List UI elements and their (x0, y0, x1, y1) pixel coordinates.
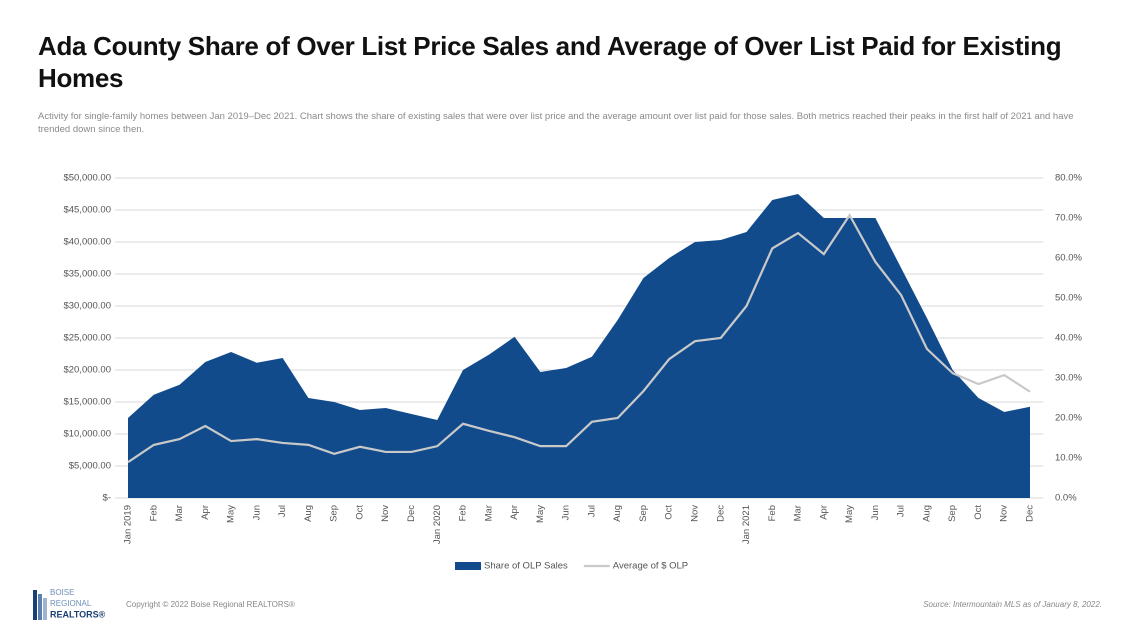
legend-label: Average of $ OLP (613, 561, 688, 572)
x-tick-label: Aug (921, 505, 932, 522)
x-tick-label: Nov (999, 505, 1010, 522)
x-tick-label: Sep (638, 505, 649, 522)
y-tick-label: $15,000.00 (63, 397, 111, 408)
x-tick-label: May (844, 505, 855, 523)
x-tick-label: Apr (200, 505, 211, 520)
logo-text: REGIONAL (50, 599, 92, 608)
x-tick-label: Dec (406, 505, 417, 522)
logo-text: REALTORS® (50, 609, 106, 619)
copyright: Copyright © 2022 Boise Regional REALTORS… (126, 600, 295, 609)
x-tick-label: Feb (148, 505, 159, 521)
x-tick-label: May (535, 505, 546, 523)
x-tick-label: Oct (973, 505, 984, 520)
x-tick-label: Dec (715, 505, 726, 522)
source: Source: Intermountain MLS as of January … (923, 600, 1102, 609)
x-tick-label: May (226, 505, 237, 523)
x-tick-label: Apr (818, 505, 829, 520)
y2-tick-label: 0.0% (1055, 493, 1077, 504)
x-tick-label: Mar (483, 505, 494, 521)
x-tick-label: Jan 2020 (432, 505, 443, 544)
y2-tick-label: 60.0% (1055, 253, 1082, 264)
x-tick-label: Oct (354, 505, 365, 520)
x-tick-label: Jun (251, 505, 262, 520)
x-tick-label: Mar (174, 505, 185, 521)
y-tick-label: $45,000.00 (63, 205, 111, 216)
chart-title: Ada County Share of Over List Price Sale… (38, 31, 1062, 93)
x-tick-label: Sep (329, 505, 340, 522)
x-tick-label: Feb (767, 505, 778, 521)
x-tick-label: Jul (586, 505, 597, 517)
y-tick-label: $30,000.00 (63, 301, 111, 312)
y-tick-label: $5,000.00 (69, 461, 111, 472)
y2-tick-label: 50.0% (1055, 293, 1082, 304)
x-tick-label: Jun (561, 505, 572, 520)
x-tick-label: Jul (277, 505, 288, 517)
chart-subtitle: Activity for single-family homes between… (38, 111, 1074, 135)
x-tick-label: Jan 2021 (741, 505, 752, 544)
x-tick-label: Dec (1025, 505, 1036, 522)
x-tick-label: Aug (303, 505, 314, 522)
y-tick-label: $25,000.00 (63, 333, 111, 344)
x-tick-label: Apr (509, 505, 520, 520)
x-tick-label: Jun (870, 505, 881, 520)
logo-text: BOISE (50, 588, 74, 597)
y-tick-label: $20,000.00 (63, 365, 111, 376)
y-tick-label: $50,000.00 (63, 173, 111, 184)
x-tick-label: Jan 2019 (123, 505, 134, 544)
y2-tick-label: 20.0% (1055, 413, 1082, 424)
x-tick-label: Jul (896, 505, 907, 517)
y-tick-label: $- (103, 493, 111, 504)
x-tick-label: Sep (947, 505, 958, 522)
x-tick-label: Feb (458, 505, 469, 521)
x-tick-label: Oct (664, 505, 675, 520)
line (127, 212, 1031, 464)
y-tick-label: $40,000.00 (63, 237, 111, 248)
logo: BOISE REGIONAL REALTORS® (33, 588, 106, 620)
x-tick-label: Aug (612, 505, 623, 522)
area (128, 194, 1030, 498)
y2-tick-label: 40.0% (1055, 333, 1082, 344)
y2-tick-label: 10.0% (1055, 453, 1082, 464)
y-tick-label: $10,000.00 (63, 429, 111, 440)
x-tick-label: Mar (793, 505, 804, 521)
y2-tick-label: 70.0% (1055, 213, 1082, 224)
y-tick-label: $35,000.00 (63, 269, 111, 280)
y2-tick-label: 30.0% (1055, 373, 1082, 384)
y2-tick-label: 80.0% (1055, 173, 1082, 184)
x-tick-label: Nov (689, 505, 700, 522)
legend-label: Share of OLP Sales (484, 561, 568, 572)
legend-swatch (455, 562, 481, 570)
x-tick-label: Nov (380, 505, 391, 522)
